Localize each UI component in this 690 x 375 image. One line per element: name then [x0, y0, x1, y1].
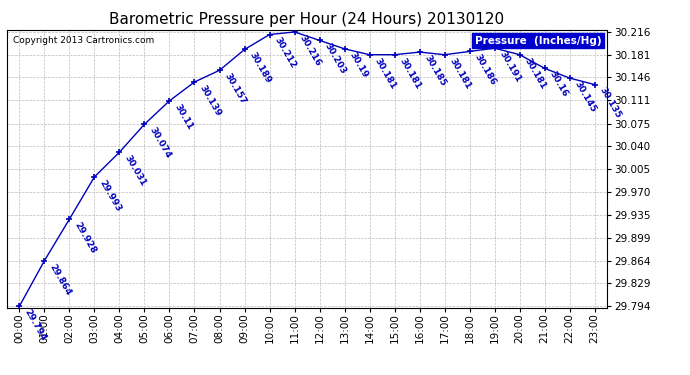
Text: 30.185: 30.185: [422, 54, 447, 88]
Text: 30.186: 30.186: [473, 53, 497, 87]
Text: 30.16: 30.16: [547, 70, 569, 99]
Text: 30.074: 30.074: [147, 126, 172, 160]
Text: 30.216: 30.216: [297, 33, 322, 68]
Text: 30.212: 30.212: [273, 36, 297, 70]
Text: 30.203: 30.203: [322, 42, 347, 76]
Text: 30.191: 30.191: [497, 50, 522, 84]
Text: 30.181: 30.181: [397, 56, 422, 90]
Text: 29.928: 29.928: [72, 220, 97, 255]
Text: Copyright 2013 Cartronics.com: Copyright 2013 Cartronics.com: [13, 36, 154, 45]
Text: 30.189: 30.189: [247, 51, 273, 86]
Text: 30.145: 30.145: [573, 80, 598, 114]
Text: 29.864: 29.864: [47, 262, 72, 297]
Text: 29.993: 29.993: [97, 178, 123, 213]
Text: 30.157: 30.157: [222, 72, 248, 106]
Text: 30.135: 30.135: [598, 86, 622, 120]
Text: 30.031: 30.031: [122, 154, 147, 188]
Text: 30.19: 30.19: [347, 50, 369, 79]
Text: 30.181: 30.181: [447, 56, 473, 90]
Text: 29.794: 29.794: [22, 308, 48, 342]
Text: 30.11: 30.11: [172, 102, 194, 131]
Text: Pressure  (Inches/Hg): Pressure (Inches/Hg): [475, 36, 601, 45]
Text: 30.139: 30.139: [197, 83, 222, 118]
Text: 30.181: 30.181: [522, 56, 547, 90]
Title: Barometric Pressure per Hour (24 Hours) 20130120: Barometric Pressure per Hour (24 Hours) …: [110, 12, 504, 27]
Text: 30.181: 30.181: [373, 56, 397, 90]
